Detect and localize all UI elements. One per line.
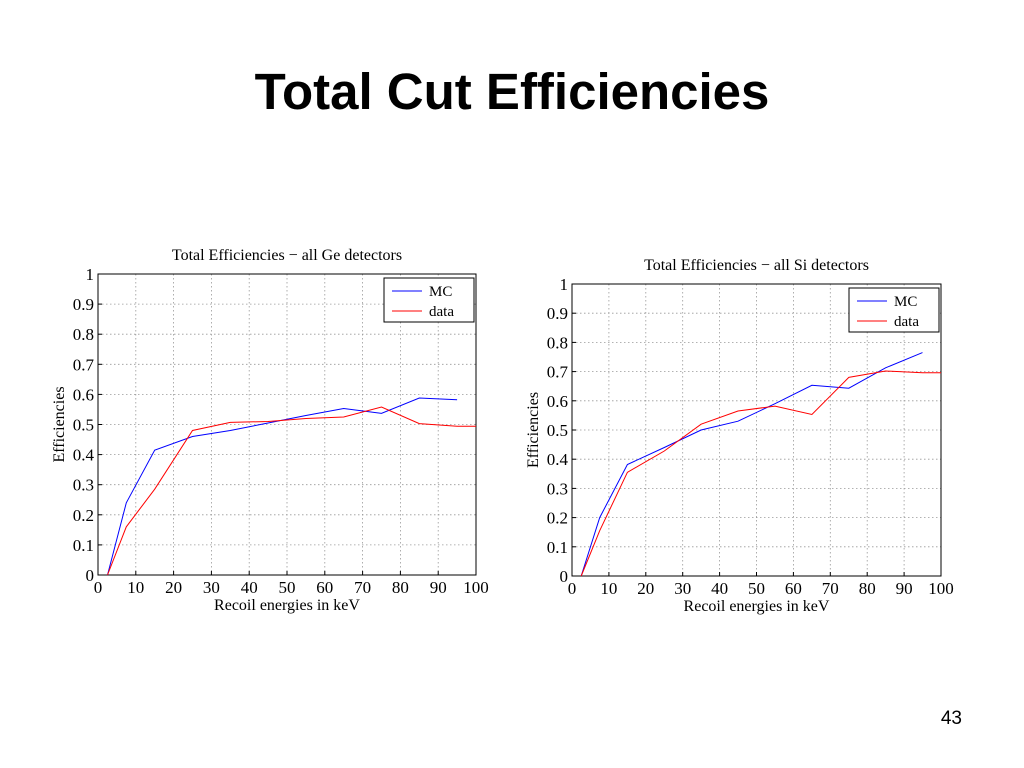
ge-title: Total Efficiencies − all Ge detectors: [172, 247, 402, 264]
si-ytick-label: 1: [560, 275, 569, 294]
ge-ytick-label: 1: [86, 265, 95, 284]
ge-ytick-label: 0.4: [73, 446, 95, 465]
ge-xtick-label: 90: [430, 578, 447, 597]
ge-ytick-label: 0.7: [73, 355, 95, 374]
ge-xtick-label: 80: [392, 578, 409, 597]
ge-xtick-label: 70: [354, 578, 371, 597]
si-ytick-label: 0: [560, 567, 569, 586]
si-xtick-label: 20: [637, 579, 654, 598]
si-ytick-label: 0.9: [547, 304, 568, 323]
ge-series-mc-line: [107, 397, 458, 576]
si-series-mc-line: [580, 352, 923, 577]
ge-ytick-label: 0.1: [73, 536, 94, 555]
ge-ylabel: Efficiencies: [51, 386, 68, 462]
si-xtick-label: 30: [674, 579, 691, 598]
ge-ytick-label: 0.3: [73, 476, 94, 495]
si-legend-box: [848, 287, 940, 333]
ge-legend-label-mc: MC: [429, 284, 452, 300]
si-xtick-label: 40: [711, 579, 728, 598]
ge-xlabel: Recoil energies in keV: [214, 597, 360, 614]
si-ylabel: Efficiencies: [525, 392, 542, 468]
ge-ytick-label: 0: [86, 566, 95, 585]
si-xtick-label: 0: [568, 579, 577, 598]
si-legend-label-mc: MC: [894, 294, 917, 310]
si-xtick-label: 70: [822, 579, 839, 598]
si-series-data-line: [580, 370, 941, 577]
ge-series-data-line: [107, 406, 476, 576]
ge-ytick-label: 0.5: [73, 416, 94, 435]
ge-xtick-label: 60: [316, 578, 333, 597]
ge-ytick-label: 0.8: [73, 325, 94, 344]
chart-si-efficiencies: 0 10 20 30 40 50 60 70 80 90 100 0 0.1 0.2 0.3 0.4 0.5 0.…: [525, 257, 954, 615]
chart-ge-efficiencies: 0 10 20 30 40 50 60 70 80 90 100 0 0.1 0.2 0.3 0.4 0.5 0.…: [51, 247, 489, 614]
si-xtick-label: 50: [748, 579, 765, 598]
ge-ytick-label: 0.6: [73, 385, 94, 404]
ge-xtick-label: 20: [165, 578, 182, 597]
ge-ytick-label: 0.9: [73, 295, 94, 314]
si-ytick-label: 0.7: [547, 363, 569, 382]
si-xtick-label: 90: [896, 579, 913, 598]
page-number: 43: [940, 708, 962, 729]
si-ytick-label: 0.3: [547, 479, 568, 498]
slide-title: Total Cut Efficiencies: [254, 63, 770, 120]
ge-xtick-label: 30: [203, 578, 220, 597]
si-xtick-label: 10: [600, 579, 617, 598]
si-ytick-label: 0.6: [547, 392, 568, 411]
si-ytick-label: 0.4: [547, 450, 569, 469]
si-xlabel: Recoil energies in keV: [684, 598, 830, 615]
si-xtick-label: 60: [785, 579, 802, 598]
ge-xtick-label: 40: [241, 578, 258, 597]
si-ytick-label: 0.5: [547, 421, 568, 440]
si-xtick-label: 80: [859, 579, 876, 598]
ge-xtick-label: 0: [94, 578, 103, 597]
si-ytick-label: 0.1: [547, 538, 568, 557]
si-title: Total Efficiencies − all Si detectors: [644, 257, 869, 274]
si-xtick-label: 100: [928, 579, 954, 598]
ge-legend-label-data: data: [429, 304, 454, 320]
si-ytick-label: 0.2: [547, 509, 568, 528]
si-legend-label-data: data: [894, 314, 919, 330]
ge-ytick-label: 0.2: [73, 506, 94, 525]
si-ytick-label: 0.8: [547, 333, 568, 352]
ge-xtick-label: 50: [279, 578, 296, 597]
ge-xtick-label: 100: [463, 578, 489, 597]
ge-legend-box: [383, 277, 475, 323]
ge-xtick-label: 10: [127, 578, 144, 597]
